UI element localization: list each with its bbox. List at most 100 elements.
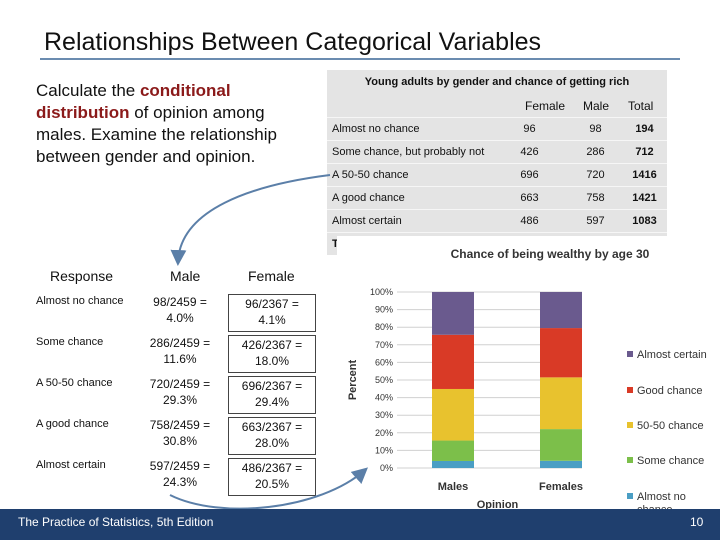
cell-male-percent: 30.8% [162, 434, 198, 448]
cell-male-percent: 4.0% [166, 311, 194, 325]
cell-male-percent: 29.3% [162, 393, 198, 407]
y-tick-label: 10% [375, 445, 393, 455]
cell-female-fraction: 96/2367 = [245, 297, 299, 311]
two-way-table-title: Young adults by gender and chance of get… [364, 76, 630, 88]
bar-segment [432, 388, 474, 441]
cell-female-percent: 4.1% [258, 313, 286, 327]
cell-female-percent: 20.5% [254, 477, 290, 491]
prompt-pre: Calculate the [36, 81, 140, 100]
legend-swatch [627, 387, 633, 393]
cell-response: Almost certain [36, 459, 106, 471]
cell-male: 286 [586, 146, 605, 158]
conditional-table-row: Almost no chance 98/2459 = 4.0% 96/2367 = 4.… [30, 293, 318, 334]
y-tick-label: 70% [375, 340, 393, 350]
conditional-table-row: A good chance 758/2459 = 30.8% 663/2367 = 28… [30, 416, 318, 457]
legend-swatch [627, 351, 633, 357]
legend-swatch [627, 493, 633, 499]
header-male: Male [583, 99, 610, 113]
bar-segment [540, 328, 582, 378]
y-tick-label: 0% [380, 463, 393, 473]
y-tick-label: 50% [375, 375, 393, 385]
x-tick-label: Females [539, 481, 583, 493]
cell-male: 758 [586, 192, 605, 204]
header-response: Response [50, 268, 114, 284]
header-female: Female [248, 268, 295, 284]
legend-label: Some chance [637, 455, 704, 467]
cell-response: A good chance [36, 418, 109, 430]
conditional-table-row: A 50-50 chance 720/2459 = 29.3% 696/2367 = 2… [30, 375, 318, 416]
y-tick-label: 40% [375, 393, 393, 403]
cell-response: Almost no chance [36, 295, 124, 307]
chart-title: Chance of being wealthy by age 30 [451, 247, 650, 261]
two-way-table-row: A 50-50 chance 696 720 1416 [327, 163, 667, 186]
conditional-table-row: Almost certain 597/2459 = 24.3% 486/2367 = 2… [30, 457, 318, 498]
page-number: 10 [690, 515, 704, 529]
bar-segment [432, 440, 474, 461]
cell-male-percent: 24.3% [162, 475, 198, 489]
prompt-post: of opinion among males. Examine the rela… [36, 103, 277, 166]
cell-female-percent: 28.0% [254, 436, 290, 450]
cell-female: 663/2367 = 28.0% [228, 417, 316, 455]
arrow-table-to-chart [169, 467, 368, 510]
title-rule [40, 58, 680, 60]
header-total: Total [628, 99, 654, 113]
cell-male-percent: 11.6% [163, 352, 197, 366]
y-tick-label: 30% [375, 410, 393, 420]
cell-male-fraction: 720/2459 = [149, 377, 211, 391]
legend-label: Good chance [637, 385, 702, 397]
cell-label: Almost certain [332, 215, 402, 227]
two-way-table: Young adults by gender and chance of get… [327, 70, 667, 255]
cell-label: A 50-50 chance [332, 169, 409, 181]
cell-female: 486/2367 = 20.5% [228, 458, 316, 496]
legend-swatch [627, 457, 633, 463]
legend-label: Almost no [637, 491, 686, 503]
two-way-table-row: Almost no chance 96 98 194 [327, 117, 667, 140]
bar-segment [540, 429, 582, 461]
bar-segment [432, 292, 474, 335]
prompt-highlight: conditional distribution [36, 81, 231, 122]
cell-male-fraction: 98/2459 = [153, 295, 207, 309]
two-way-table-row: A good chance 663 758 1421 [327, 186, 667, 209]
cell-male-fraction: 286/2459 = [149, 336, 211, 350]
cell-total: 1083 [632, 215, 657, 227]
cell-female-percent: 18.0% [254, 354, 290, 368]
cell-label: Almost no chance [332, 123, 420, 135]
cell-response: Some chance [36, 336, 104, 348]
header-female: Female [525, 99, 566, 113]
bar-segment [540, 377, 582, 430]
cell-male: 597 [586, 215, 605, 227]
cell-female-fraction: 696/2367 = [241, 379, 303, 393]
cell-male: 98 [589, 123, 602, 135]
slide-title: Relationships Between Categorical Variab… [44, 28, 542, 56]
cell-female-fraction: 426/2367 = [241, 338, 303, 352]
cell-total: 194 [635, 123, 654, 135]
legend-swatch [627, 422, 633, 428]
y-tick-label: 20% [375, 428, 393, 438]
cell-male: 720 [586, 169, 605, 181]
y-axis-label: Percent [347, 359, 359, 400]
cell-male: 720/2459 = 29.3% [140, 376, 220, 408]
cell-male: 758/2459 = 30.8% [140, 417, 220, 449]
cell-label: Some chance, but probably not [332, 146, 485, 158]
two-way-table-row: Almost certain 486 597 1083 [327, 209, 667, 232]
footer-bar [0, 509, 720, 540]
arrow-table-to-table [170, 174, 331, 266]
cell-male: 597/2459 = 24.3% [140, 458, 220, 490]
y-tick-label: 80% [375, 322, 393, 332]
y-tick-label: 90% [375, 305, 393, 315]
cell-female-fraction: 663/2367 = [241, 420, 303, 434]
prompt-text: Calculate the conditional distribution o… [36, 80, 296, 168]
cell-female: 426 [520, 146, 539, 158]
bar-segment [432, 460, 474, 468]
cell-male-fraction: 597/2459 = [149, 459, 211, 473]
header-male: Male [170, 268, 201, 284]
cell-label: A good chance [332, 192, 405, 204]
cell-total: 1416 [632, 169, 657, 181]
cell-male-fraction: 758/2459 = [149, 418, 211, 432]
legend-label: 50-50 chance [637, 420, 704, 432]
conditional-table-row: Some chance 286/2459 = 11.6% 426/2367 = 18.0… [30, 334, 318, 375]
cell-female: 96/2367 = 4.1% [228, 294, 316, 332]
chart-panel: Chance of being wealthy by age 30 0% 10% 20… [337, 236, 720, 520]
cell-male: 98/2459 = 4.0% [140, 294, 220, 326]
